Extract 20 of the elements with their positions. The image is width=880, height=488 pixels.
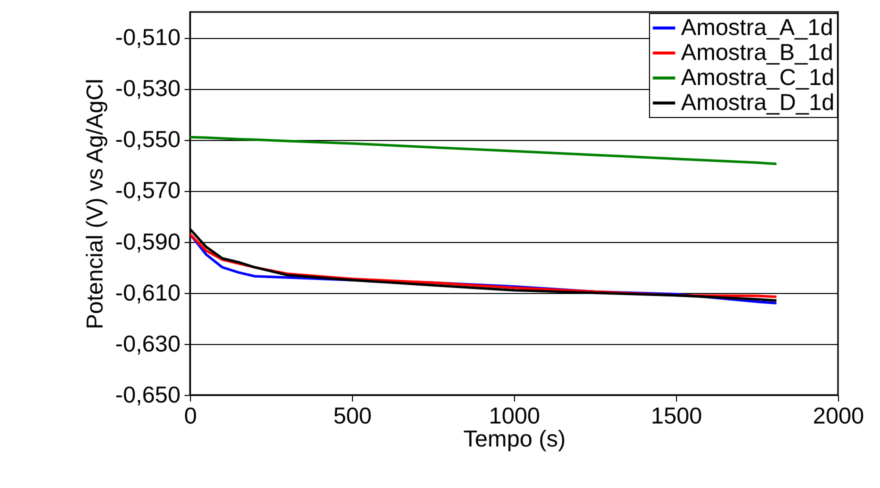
legend-label: Amostra_A_1d: [681, 14, 834, 40]
y-tick-label: -0,630: [115, 330, 180, 356]
x-tick-label: 1000: [488, 402, 540, 428]
y-tick-label: -0,550: [115, 126, 180, 152]
line-series: [190, 136, 778, 166]
y-tick-label: -0,510: [115, 24, 180, 50]
x-tick-label: 2000: [812, 402, 864, 428]
y-tick-label: -0,610: [115, 279, 180, 306]
x-tick-label: 500: [333, 402, 372, 428]
legend-label: Amostra_D_1d: [681, 89, 834, 115]
legend-label: Amostra_B_1d: [681, 39, 834, 65]
y-tick-label: -0,530: [115, 75, 180, 102]
y-tick-label: -0,590: [115, 228, 180, 254]
x-tick-label: 0: [184, 402, 197, 428]
x-axis-title: Tempo (s): [463, 426, 566, 452]
legend-label: Amostra_C_1d: [681, 64, 834, 90]
y-tick-label: -0,570: [115, 177, 180, 204]
y-axis-title: Potencial (V) vs Ag/AgCl: [81, 78, 108, 330]
y-tick-label: -0,650: [115, 382, 180, 408]
x-tick-label: 1500: [650, 402, 702, 428]
